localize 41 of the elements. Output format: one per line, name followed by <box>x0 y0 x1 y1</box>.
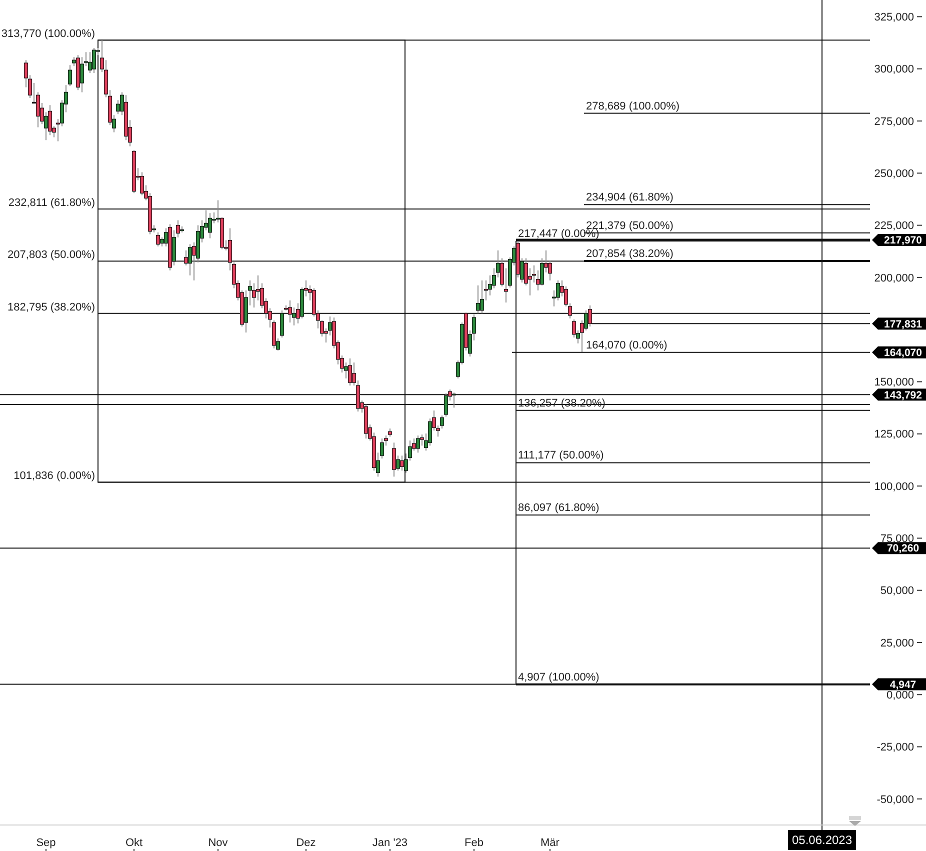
ref-line-label: 143,792 <box>884 389 922 402</box>
x-tick-label: Nov <box>208 837 228 849</box>
y-tick-label: -25,000 <box>876 742 914 754</box>
y-tick-label: 125,000 <box>874 428 914 441</box>
ref-line-label: 177,831 <box>884 318 922 330</box>
y-tick-label: 100,000 <box>874 480 914 493</box>
y-tick-label: 25,000 <box>880 637 914 650</box>
y-tick-label: 300,000 <box>874 64 914 76</box>
y-tick-label: 250,000 <box>874 168 914 180</box>
x-tick-label: Feb <box>464 837 484 849</box>
y-tick-label: -50,000 <box>876 794 914 806</box>
ref-line-label: 234,904 (61.80%) <box>586 192 674 204</box>
y-tick-label: 0,000 <box>886 689 914 702</box>
ref-line-label: 4,907 (100.00%) <box>518 671 600 684</box>
x-tick-label: Dez <box>296 837 316 849</box>
y-tick-label: 325,000 <box>874 12 914 24</box>
ref-line-label: 278,689 (100.00%) <box>586 100 680 112</box>
x-tick-label: Sep <box>36 837 56 849</box>
y-tick-label: 50,000 <box>880 585 914 598</box>
y-tick-label: 150,000 <box>874 376 914 389</box>
y-tick-label: 225,000 <box>874 220 914 232</box>
ref-line-label: 86,097 (61.80%) <box>518 502 600 514</box>
y-tick-label: 75,000 <box>880 533 914 546</box>
ref-line-label: 207,803 (50.00%) <box>8 249 95 262</box>
ref-line-label: 4,947 <box>890 678 916 691</box>
y-tick-label: 200,000 <box>874 272 914 284</box>
ref-line-label: 313,770 (100.00%) <box>1 28 95 40</box>
x-tick-label: Jan '23 <box>372 837 408 849</box>
ref-line-label: 207,854 (38.20%) <box>586 248 674 260</box>
ref-line-label: 217,970 <box>884 234 922 247</box>
text: 164,070 <box>884 347 922 360</box>
x-tick-label: 05.06.2023 <box>792 833 852 847</box>
ref-line-label: 101,836 (0.00%) <box>14 470 95 482</box>
ref-line-label: 232,811 (61.80%) <box>8 196 95 209</box>
ref-line-label: 70,260 <box>886 542 920 555</box>
x-tick-label: Okt <box>125 837 143 849</box>
x-tick-label: Mär <box>540 837 560 849</box>
ref-line-label: 111,177 (50.00%) <box>518 450 604 462</box>
ref-line-label: 164,070 (0.00%) <box>586 339 668 352</box>
y-tick-label: 275,000 <box>874 116 914 128</box>
ref-line-label: 182,795 (38.20%) <box>8 301 95 314</box>
